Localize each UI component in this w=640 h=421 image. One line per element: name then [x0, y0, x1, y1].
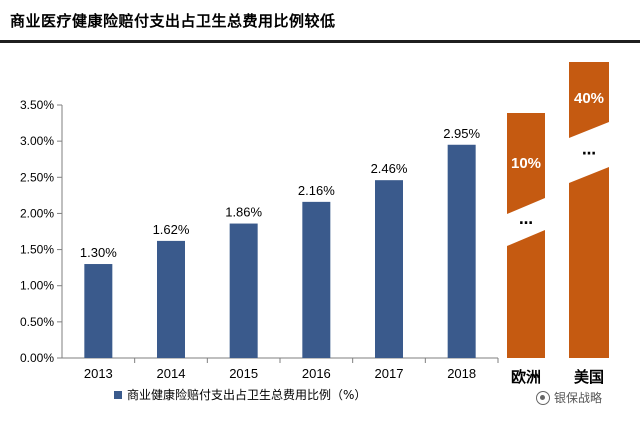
data-label: 2.46% [371, 161, 408, 176]
bar [375, 180, 403, 358]
x-tick-label: 2014 [157, 366, 186, 381]
bar [447, 144, 476, 358]
data-label: 2.16% [298, 183, 335, 198]
compare-ellipsis: … [582, 143, 596, 159]
compare-value-label: 40% [574, 90, 604, 107]
y-tick-label: 1.50% [20, 243, 54, 257]
x-tick-label: 2016 [302, 366, 331, 381]
compare-category-label: 美国 [574, 368, 604, 386]
compare-ellipsis: … [519, 212, 533, 228]
watermark-text: 银保战略 [554, 391, 603, 405]
compare-value-label: 10% [511, 155, 541, 172]
legend-swatch [114, 391, 122, 399]
y-tick-label: 2.50% [20, 170, 54, 184]
bar [302, 201, 331, 358]
watermark: 银保战略 [536, 389, 602, 406]
compare-category-label: 欧洲 [511, 368, 541, 386]
x-tick-label: 2015 [229, 366, 258, 381]
y-tick-label: 1.00% [20, 279, 54, 293]
y-tick-label: 0.50% [20, 315, 54, 329]
wechat-icon [536, 391, 550, 405]
bar [84, 264, 113, 358]
y-tick-label: 0.00% [20, 351, 54, 365]
compare-bar-upper [507, 113, 545, 214]
y-tick-label: 2.00% [20, 206, 54, 220]
data-label: 1.86% [225, 205, 262, 220]
y-tick-label: 3.00% [20, 134, 54, 148]
y-tick-label: 3.50% [20, 98, 54, 112]
bar [229, 223, 258, 358]
x-tick-label: 2017 [375, 366, 404, 381]
legend-label: 商业健康险赔付支出占卫生总费用比例（%） [127, 387, 366, 402]
compare-bar-lower [569, 167, 609, 358]
bar [157, 240, 185, 358]
x-tick-label: 2018 [447, 366, 476, 381]
page-title: 商业医疗健康险赔付支出占卫生总费用比例较低 [10, 12, 336, 30]
title-rule [0, 40, 640, 43]
compare-bar-lower [507, 230, 545, 358]
data-label: 1.62% [153, 222, 190, 237]
compare-bar-upper [569, 62, 609, 138]
data-label: 2.95% [443, 126, 480, 141]
x-tick-label: 2013 [84, 366, 113, 381]
data-label: 1.30% [80, 245, 117, 260]
